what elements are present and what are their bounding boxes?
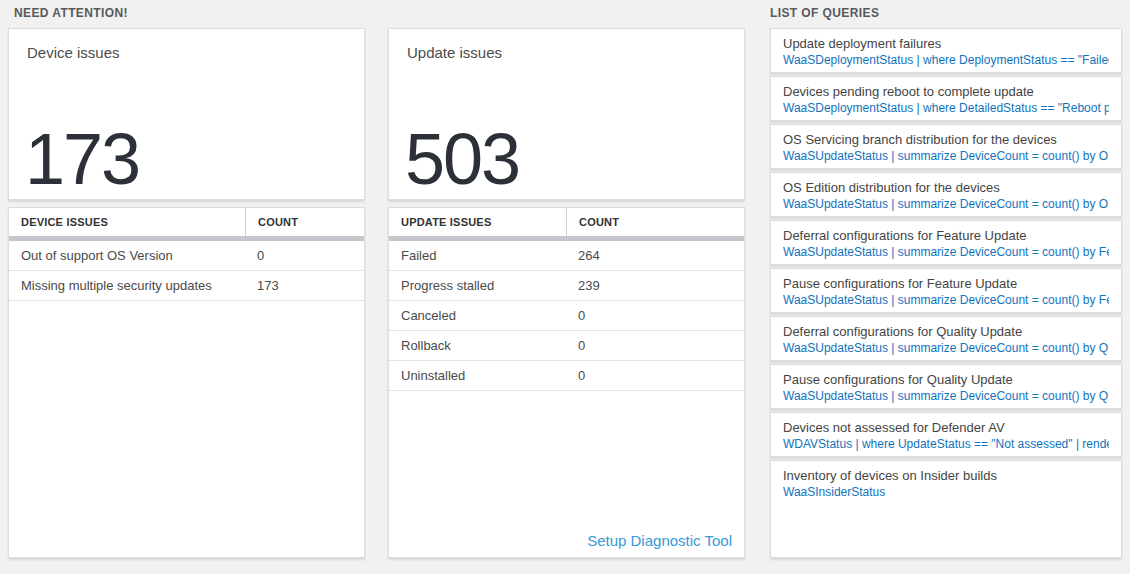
update-issues-column: Update issues 503 UPDATE ISSUES COUNT Fa… (388, 28, 745, 558)
device-issues-column: Device issues 173 DEVICE ISSUES COUNT Ou… (8, 28, 365, 558)
query-item-defender-av-not-assessed[interactable]: Devices not assessed for Defender AV WDA… (770, 412, 1122, 457)
query-title: Devices pending reboot to complete updat… (783, 83, 1109, 100)
query-item-os-edition-distribution[interactable]: OS Edition distribution for the devices … (770, 172, 1122, 217)
query-title: Deferral configurations for Quality Upda… (783, 323, 1109, 340)
update-issues-label: Update issues (389, 29, 744, 61)
update-issues-row-rollback[interactable]: Rollback 0 (389, 331, 744, 361)
query-text: WaaSInsiderStatus (783, 484, 1109, 500)
update-issues-column-header: UPDATE ISSUES (389, 208, 566, 236)
count-cell: 0 (245, 248, 364, 263)
query-item-pause-quality-update[interactable]: Pause configurations for Quality Update … (770, 364, 1122, 409)
device-issues-count: 173 (25, 123, 139, 195)
count-cell: 239 (566, 278, 744, 293)
count-cell: 0 (566, 368, 744, 383)
query-text: WaaSUpdateStatus | summarize DeviceCount… (783, 244, 1109, 260)
query-text: WaaSUpdateStatus | summarize DeviceCount… (783, 196, 1109, 212)
query-text: WaaSUpdateStatus | summarize DeviceCount… (783, 292, 1109, 308)
issue-cell: Out of support OS Version (9, 248, 245, 263)
query-item-deferral-feature-update[interactable]: Deferral configurations for Feature Upda… (770, 220, 1122, 265)
query-item-pause-feature-update[interactable]: Pause configurations for Feature Update … (770, 268, 1122, 313)
update-issues-row-failed[interactable]: Failed 264 (389, 241, 744, 271)
query-title: Update deployment failures (783, 35, 1109, 52)
update-issues-row-uninstalled[interactable]: Uninstalled 0 (389, 361, 744, 391)
device-issues-summary-card[interactable]: Device issues 173 (8, 28, 365, 200)
issue-cell: Canceled (389, 308, 566, 323)
count-cell: 264 (566, 248, 744, 263)
device-issues-column-header: DEVICE ISSUES (9, 208, 245, 236)
query-title: Pause configurations for Feature Update (783, 275, 1109, 292)
query-item-deferral-quality-update[interactable]: Deferral configurations for Quality Upda… (770, 316, 1122, 361)
query-title: OS Servicing branch distribution for the… (783, 131, 1109, 148)
update-issues-table-card: UPDATE ISSUES COUNT Failed 264 Progress … (388, 207, 745, 558)
query-text: WDAVStatus | where UpdateStatus == "Not … (783, 436, 1109, 452)
query-item-os-servicing-branch[interactable]: OS Servicing branch distribution for the… (770, 124, 1122, 169)
query-text: WaaSUpdateStatus | summarize DeviceCount… (783, 148, 1109, 164)
query-item-update-deployment-failures[interactable]: Update deployment failures WaaSDeploymen… (770, 28, 1122, 73)
query-text: WaaSDeploymentStatus | where DetailedSta… (783, 100, 1109, 116)
update-issues-row-progress-stalled[interactable]: Progress stalled 239 (389, 271, 744, 301)
issue-cell: Progress stalled (389, 278, 566, 293)
update-issues-summary-card[interactable]: Update issues 503 (388, 28, 745, 200)
update-issues-table-header: UPDATE ISSUES COUNT (389, 208, 744, 236)
query-list: Update deployment failures WaaSDeploymen… (770, 28, 1122, 558)
count-cell: 0 (566, 338, 744, 353)
query-title: Devices not assessed for Defender AV (783, 419, 1109, 436)
device-issues-row-out-of-support[interactable]: Out of support OS Version 0 (9, 241, 364, 271)
issue-cell: Missing multiple security updates (9, 278, 245, 293)
query-title: Deferral configurations for Feature Upda… (783, 227, 1109, 244)
list-of-queries-header: LIST OF QUERIES (770, 6, 879, 20)
query-item-insider-builds-inventory[interactable]: Inventory of devices on Insider builds W… (770, 460, 1122, 558)
count-cell: 173 (245, 278, 364, 293)
count-column-header: COUNT (566, 208, 744, 236)
issue-cell: Rollback (389, 338, 566, 353)
query-title: OS Edition distribution for the devices (783, 179, 1109, 196)
device-issues-table-card: DEVICE ISSUES COUNT Out of support OS Ve… (8, 207, 365, 558)
count-column-header: COUNT (245, 208, 364, 236)
update-issues-count: 503 (405, 123, 519, 195)
issue-cell: Uninstalled (389, 368, 566, 383)
device-issues-label: Device issues (9, 29, 364, 61)
setup-diagnostic-tool-link[interactable]: Setup Diagnostic Tool (587, 532, 732, 549)
query-text: WaaSUpdateStatus | summarize DeviceCount… (783, 340, 1109, 356)
device-issues-table-header: DEVICE ISSUES COUNT (9, 208, 364, 236)
query-item-devices-pending-reboot[interactable]: Devices pending reboot to complete updat… (770, 76, 1122, 121)
query-text: WaaSDeploymentStatus | where DeploymentS… (783, 52, 1109, 68)
need-attention-header: NEED ATTENTION! (14, 6, 128, 20)
device-issues-row-missing-updates[interactable]: Missing multiple security updates 173 (9, 271, 364, 301)
query-text: WaaSUpdateStatus | summarize DeviceCount… (783, 388, 1109, 404)
issue-cell: Failed (389, 248, 566, 263)
query-title: Inventory of devices on Insider builds (783, 467, 1109, 484)
count-cell: 0 (566, 308, 744, 323)
update-issues-row-canceled[interactable]: Canceled 0 (389, 301, 744, 331)
query-title: Pause configurations for Quality Update (783, 371, 1109, 388)
